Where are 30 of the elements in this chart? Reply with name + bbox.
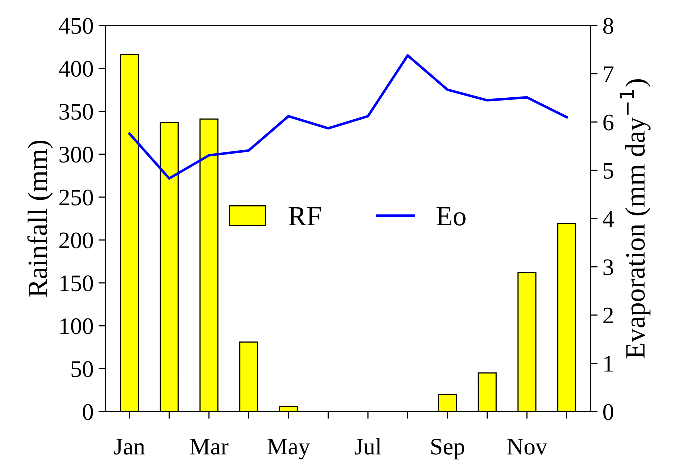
y-tick-label: 400 bbox=[59, 61, 94, 78]
y2-tick-label: 0 bbox=[604, 404, 614, 420]
x-tick-label: Jan bbox=[114, 439, 146, 455]
y-tick-label: 0 bbox=[83, 404, 94, 420]
y2-tick-label: 7 bbox=[604, 66, 614, 82]
y-axis-title: Rainfall (mm) bbox=[28, 140, 54, 298]
x-tick-label: Sep bbox=[432, 438, 464, 460]
y-tick-label: 300 bbox=[60, 146, 94, 163]
y-tick-label: 50 bbox=[72, 361, 94, 378]
line-series bbox=[128, 54, 568, 180]
x-tick-label: May bbox=[268, 439, 310, 460]
y-tick-label: 200 bbox=[60, 232, 94, 249]
y2-tick-label: 1 bbox=[604, 356, 613, 372]
y-tick-label: 250 bbox=[60, 190, 94, 206]
y-tick-label: 450 bbox=[59, 18, 94, 34]
x-tick-label: Jul bbox=[354, 438, 382, 455]
y2-tick-label: 4 bbox=[603, 211, 614, 227]
y2-tick-label: 5 bbox=[604, 163, 614, 179]
y2-axis-title: Evaporation (mm day$^{−1}$) bbox=[620, 80, 651, 359]
y-tick-label: 100 bbox=[60, 318, 94, 334]
x-tick-label: Mar bbox=[190, 439, 229, 455]
legend-label: RF bbox=[288, 207, 322, 226]
y2-tick-label: 6 bbox=[604, 114, 614, 131]
legend-label: Eo bbox=[436, 207, 466, 226]
x-tick-label: Nov bbox=[508, 439, 548, 455]
y2-tick-label: 2 bbox=[604, 308, 614, 324]
y2-tick-label: 3 bbox=[604, 260, 614, 276]
y2-tick-label: 8 bbox=[604, 18, 614, 34]
y-tick-label: 150 bbox=[60, 276, 94, 292]
y-tick-label: 350 bbox=[60, 104, 94, 120]
